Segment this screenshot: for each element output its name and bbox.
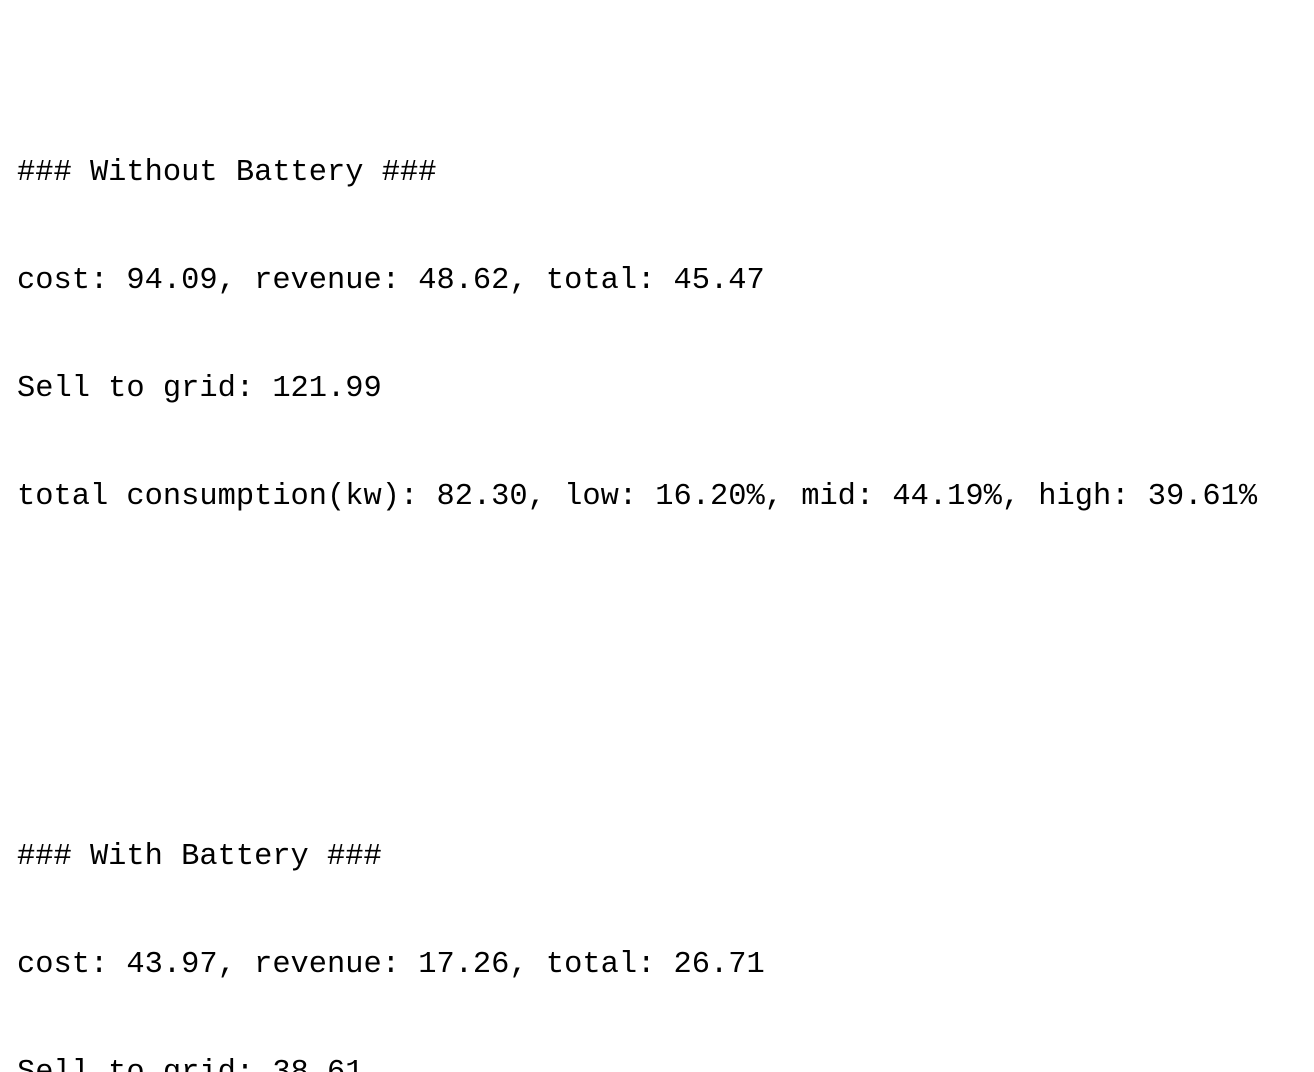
cost-revenue-line: cost: 94.09, revenue: 48.62, total: 45.4… [17, 264, 765, 298]
consumption-line: total consumption(kw): 82.30, low: 16.20… [17, 480, 1258, 514]
section-header: ### Without Battery ### [17, 156, 437, 190]
section-header: ### With Battery ### [17, 840, 382, 874]
section-without-battery: ### Without Battery ### cost: 94.09, rev… [17, 83, 1257, 587]
sell-to-grid-line: Sell to grid: 121.99 [17, 372, 382, 406]
blank-line [17, 659, 1257, 695]
cost-revenue-line: cost: 43.97, revenue: 17.26, total: 26.7… [17, 948, 765, 982]
sell-to-grid-line: Sell to grid: 38.61 [17, 1055, 1257, 1072]
section-with-battery: ### With Battery ### cost: 43.97, revenu… [17, 767, 1257, 1072]
console-output: ### Without Battery ### cost: 94.09, rev… [17, 11, 1257, 1072]
